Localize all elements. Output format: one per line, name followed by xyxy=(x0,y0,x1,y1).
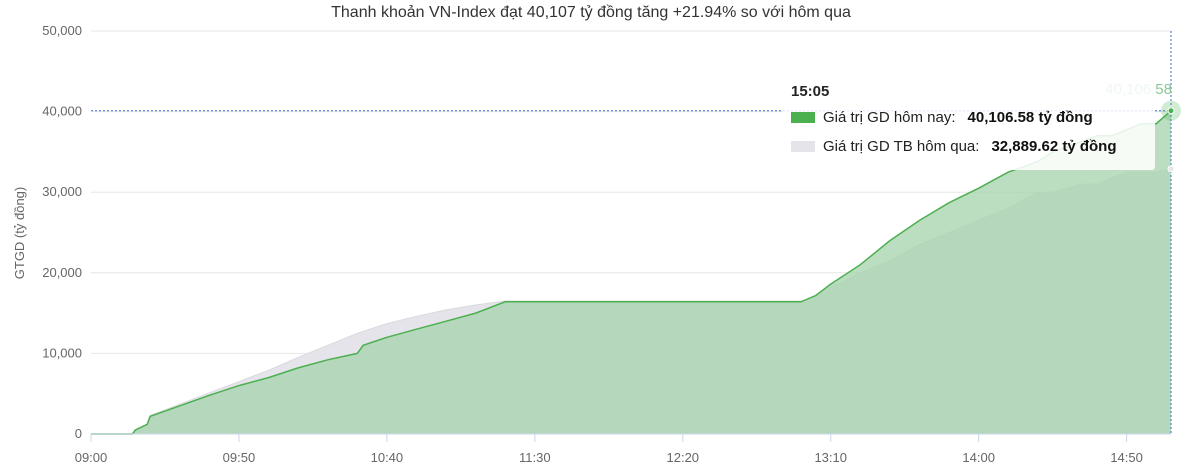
point-marker-today xyxy=(1167,107,1175,115)
x-tick-label: 12:20 xyxy=(667,450,700,465)
tooltip-row-today: Giá trị GD hôm nay: 40,106.58 tỷ đồng xyxy=(791,109,1093,126)
tooltip-label-yesterday: Giá trị GD TB hôm qua: xyxy=(823,138,980,155)
y-tick-label: 10,000 xyxy=(42,345,82,360)
y-axis-label: GTGD (tỷ đồng) xyxy=(12,187,27,279)
point-marker-yesterday xyxy=(1167,165,1175,173)
x-tick-label: 14:50 xyxy=(1110,450,1143,465)
tooltip-row-yesterday: Giá trị GD TB hôm qua: 32,889.62 tỷ đồng xyxy=(791,138,1117,155)
x-tick-label: 09:00 xyxy=(75,450,108,465)
series-area-today xyxy=(91,110,1171,434)
legend-swatch-today xyxy=(791,112,815,123)
tooltip-value-yesterday: 32,889.62 tỷ đồng xyxy=(991,138,1117,155)
chart-title: Thanh khoản VN-Index đạt 40,107 tỷ đồng … xyxy=(331,4,851,21)
x-tick-label: 11:30 xyxy=(519,450,551,465)
tooltip: 15:05 Giá trị GD hôm nay: 40,106.58 tỷ đ… xyxy=(783,76,1155,170)
x-tick-label: 10:40 xyxy=(371,450,404,465)
y-tick-label: 20,000 xyxy=(42,265,82,280)
y-tick-label: 30,000 xyxy=(42,184,82,199)
tooltip-value-today: 40,106.58 tỷ đồng xyxy=(967,109,1093,126)
x-tick-label: 13:10 xyxy=(814,450,847,465)
x-tick-label: 14:00 xyxy=(962,450,995,465)
y-tick-label: 0 xyxy=(75,426,82,441)
axes: 0 10,000 20,000 30,000 40,000 50,000 09:00 09:5… xyxy=(42,23,1171,465)
legend-swatch-yesterday xyxy=(791,141,815,152)
x-tick-label: 09:50 xyxy=(223,450,256,465)
tooltip-label-today: Giá trị GD hôm nay: xyxy=(823,109,956,126)
y-tick-label: 50,000 xyxy=(42,23,82,38)
tooltip-time: 15:05 xyxy=(791,83,830,100)
y-tick-label: 40,000 xyxy=(42,104,82,119)
